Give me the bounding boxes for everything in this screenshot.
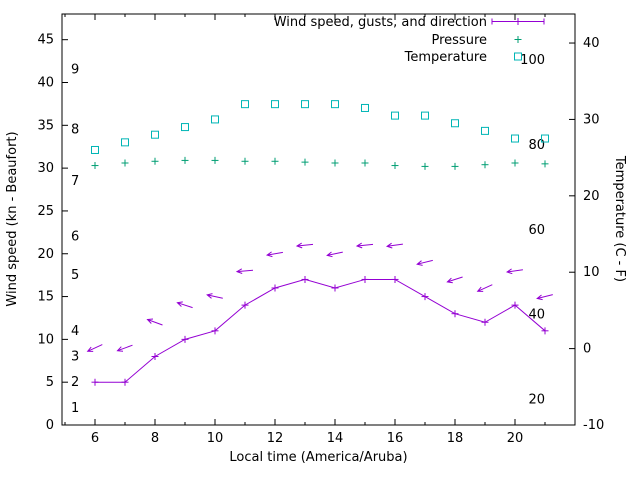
beaufort-scale-label: 3 (71, 350, 79, 365)
gust-direction-arrow (235, 268, 254, 274)
y-axis-title-right: Temperature (C - F) (612, 155, 627, 282)
y-left-tick-label: 35 (37, 118, 54, 133)
gust-direction-arrow (295, 242, 314, 249)
y-left-tick-label: 20 (37, 247, 54, 262)
beaufort-scale-label: 4 (71, 324, 79, 339)
legend-label-pressure: Pressure (431, 33, 487, 48)
wind-speed-line (95, 278, 546, 383)
temperature-marker (121, 138, 129, 147)
x-tick-label: 16 (387, 431, 404, 446)
y-left-tick-label: 10 (37, 332, 54, 347)
y-left-tick-label: 25 (37, 204, 54, 219)
x-tick-label: 8 (151, 431, 159, 446)
fahrenheit-scale-label: 60 (528, 223, 545, 238)
beaufort-scale-label: 5 (71, 268, 79, 283)
temperature-marker (271, 100, 279, 109)
legend-label-wind: Wind speed, gusts, and direction (274, 15, 487, 30)
temperature-marker (361, 103, 369, 112)
gust-direction-arrow (86, 344, 103, 352)
gust-direction-arrow (536, 294, 553, 301)
gust-direction-arrow (355, 242, 374, 249)
x-axis-title: Local time (America/Aruba) (229, 450, 407, 465)
beaufort-scale-label: 7 (71, 174, 79, 189)
gust-direction-arrow (265, 251, 283, 258)
temperature-marker (301, 100, 309, 109)
gust-direction-arrow (326, 251, 343, 258)
gust-direction-arrow (385, 242, 403, 249)
gust-direction-arrow (146, 318, 163, 326)
legend-label-temperature: Temperature (404, 50, 487, 65)
fahrenheit-scale-label: 20 (528, 393, 545, 408)
temperature-marker (421, 111, 429, 120)
y-left-tick-label: 5 (46, 375, 54, 390)
temperature-marker (151, 130, 159, 139)
fahrenheit-scale-label: 80 (528, 138, 545, 153)
temperature-marker (211, 115, 219, 124)
x-tick-label: 20 (507, 431, 524, 446)
x-tick-label: 18 (447, 431, 464, 446)
y-right-tick-label: -10 (583, 418, 604, 433)
y-left-tick-label: 45 (37, 33, 54, 48)
x-tick-label: 6 (91, 431, 99, 446)
x-tick-label: 10 (207, 431, 224, 446)
legend-sample-temperature (514, 52, 522, 61)
beaufort-scale-label: 6 (71, 230, 79, 245)
y-right-tick-label: 10 (583, 265, 600, 280)
fahrenheit-scale-label: 40 (528, 308, 545, 323)
x-tick-label: 12 (267, 431, 284, 446)
y-left-tick-label: 30 (37, 161, 54, 176)
beaufort-scale-label: 1 (71, 401, 79, 416)
gust-direction-arrow (116, 344, 133, 352)
beaufort-scale-label: 2 (71, 375, 79, 390)
temperature-marker (511, 134, 519, 143)
temperature-marker (541, 134, 549, 143)
y-right-tick-label: 20 (583, 189, 600, 204)
y-right-tick-label: 30 (583, 112, 600, 127)
gust-direction-arrow (416, 259, 433, 266)
beaufort-scale-label: 8 (71, 123, 79, 138)
gust-direction-arrow (176, 301, 193, 309)
y-right-tick-label: 40 (583, 36, 600, 51)
plot-border (61, 13, 576, 426)
x-tick-label: 14 (327, 431, 344, 446)
gust-direction-arrow (476, 284, 493, 292)
temperature-marker (181, 123, 189, 132)
chart-generated-content: 6 8 10 12 14 16 18 20051015202530354045-1001020… (37, 13, 604, 446)
y-right-tick-label: 0 (583, 342, 591, 357)
y-left-tick-label: 40 (37, 76, 54, 91)
gust-direction-arrow (206, 293, 223, 299)
temperature-marker (481, 126, 489, 135)
temperature-marker (91, 145, 99, 154)
beaufort-scale-label: 9 (71, 63, 79, 78)
temperature-marker (391, 111, 399, 120)
temperature-marker (331, 100, 339, 109)
temperature-marker (241, 100, 249, 109)
y-left-tick-label: 0 (46, 418, 54, 433)
y-left-tick-label: 15 (37, 290, 54, 305)
fahrenheit-scale-label: 100 (520, 53, 545, 68)
y-axis-title-left: Wind speed (kn - Beaufort) (5, 131, 20, 306)
gust-direction-arrow (505, 268, 523, 275)
temperature-marker (451, 119, 459, 128)
gust-direction-arrow (446, 276, 463, 284)
